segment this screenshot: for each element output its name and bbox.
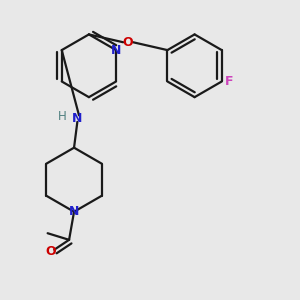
Text: H: H [58, 110, 67, 124]
Text: O: O [46, 245, 56, 258]
Text: N: N [72, 112, 82, 125]
Text: F: F [225, 75, 233, 88]
Text: N: N [111, 44, 121, 57]
Text: N: N [69, 205, 79, 218]
Text: O: O [123, 36, 134, 49]
